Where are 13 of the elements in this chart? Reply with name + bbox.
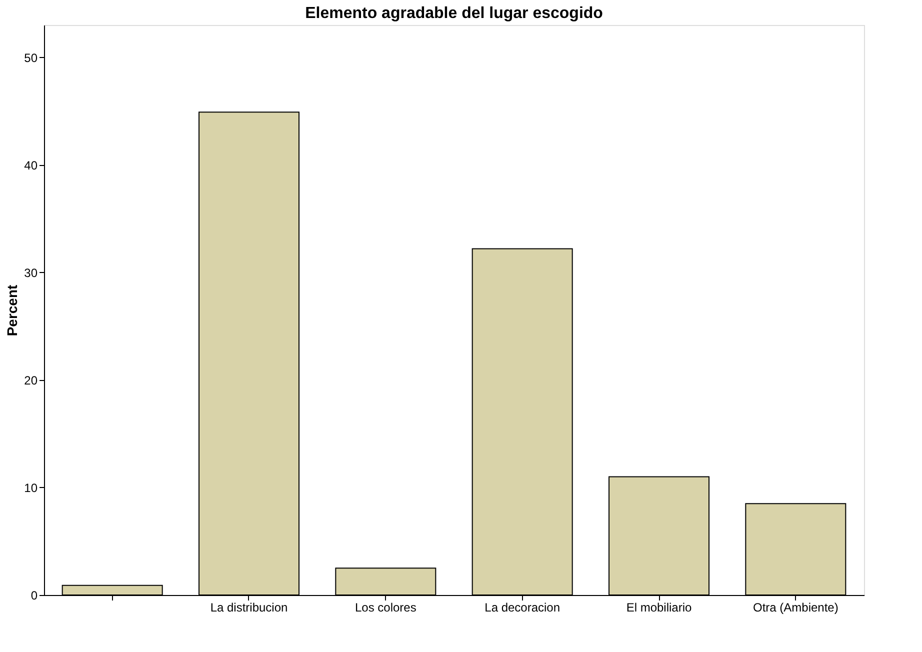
y-tick-label: 50 (24, 50, 38, 65)
y-tick-label: 40 (24, 158, 38, 172)
y-tick-label: 20 (24, 373, 38, 388)
x-tick-label: Los colores (354, 600, 416, 614)
chart-title: Elemento agradable del lugar escogido (305, 5, 604, 22)
y-tick-label: 10 (24, 480, 38, 495)
x-tick-label: Otra (Ambiente) (752, 600, 838, 614)
y-axis-title: Percent (4, 284, 20, 336)
x-tick-label: La distribucion (210, 600, 288, 614)
x-tick-label: La decoracion (484, 600, 560, 614)
x-tick-label: El mobiliario (626, 600, 692, 614)
y-tick-label: 30 (24, 266, 38, 280)
y-tick-label: 0 (30, 588, 38, 602)
